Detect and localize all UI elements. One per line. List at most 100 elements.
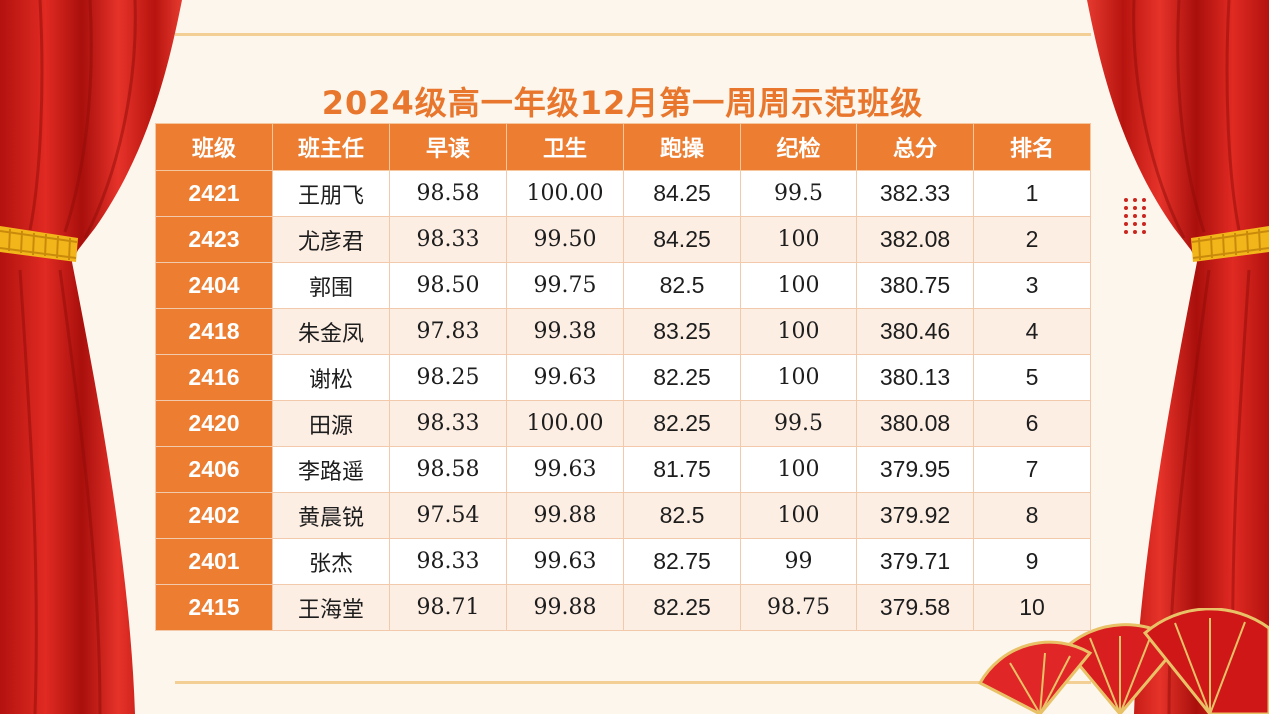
total-cell: 379.71 <box>856 538 974 585</box>
hygiene-cell: 99.63 <box>506 538 624 585</box>
column-header-hygiene: 卫生 <box>506 123 624 171</box>
hygiene-cell: 100.00 <box>506 400 624 447</box>
hygiene-cell: 99.75 <box>506 262 624 309</box>
column-header-teacher: 班主任 <box>272 123 390 171</box>
teacher-cell: 尤彦君 <box>272 216 390 263</box>
hygiene-cell: 99.63 <box>506 446 624 493</box>
discipline-cell: 100 <box>740 262 857 309</box>
class-cell: 2421 <box>155 170 273 217</box>
folding-fans-decoration <box>977 608 1269 714</box>
running-cell: 81.75 <box>623 446 741 493</box>
running-cell: 82.25 <box>623 584 741 631</box>
table-row: 2418 朱金凤 97.83 99.38 83.25 100 380.46 4 <box>155 308 1091 355</box>
class-cell: 2416 <box>155 354 273 401</box>
class-cell: 2420 <box>155 400 273 447</box>
total-cell: 380.13 <box>856 354 974 401</box>
column-header-morning-reading: 早读 <box>389 123 507 171</box>
running-cell: 82.75 <box>623 538 741 585</box>
table-row: 2415 王海堂 98.71 99.88 82.25 98.75 379.58 … <box>155 584 1091 631</box>
teacher-cell: 王朋飞 <box>272 170 390 217</box>
rank-cell: 9 <box>973 538 1091 585</box>
discipline-cell: 100 <box>740 354 857 401</box>
rank-cell: 6 <box>973 400 1091 447</box>
table-row: 2423 尤彦君 98.33 99.50 84.25 100 382.08 2 <box>155 216 1091 263</box>
table-row: 2420 田源 98.33 100.00 82.25 99.5 380.08 6 <box>155 400 1091 447</box>
ranking-table: 班级 班主任 早读 卫生 跑操 纪检 总分 排名 2421 王朋飞 98.58 … <box>155 123 1091 631</box>
morning-reading-cell: 97.83 <box>389 308 507 355</box>
discipline-cell: 100 <box>740 492 857 539</box>
rank-cell: 8 <box>973 492 1091 539</box>
class-cell: 2404 <box>155 262 273 309</box>
rank-cell: 10 <box>973 584 1091 631</box>
running-cell: 83.25 <box>623 308 741 355</box>
total-cell: 379.95 <box>856 446 974 493</box>
morning-reading-cell: 98.33 <box>389 400 507 447</box>
teacher-cell: 黄晨锐 <box>272 492 390 539</box>
total-cell: 382.08 <box>856 216 974 263</box>
left-curtain-decoration <box>0 0 182 714</box>
column-header-discipline: 纪检 <box>740 123 857 171</box>
morning-reading-cell: 97.54 <box>389 492 507 539</box>
top-frame-line <box>175 33 1091 36</box>
rank-cell: 2 <box>973 216 1091 263</box>
teacher-cell: 王海堂 <box>272 584 390 631</box>
dot-grid-decoration <box>1124 198 1147 234</box>
rank-cell: 7 <box>973 446 1091 493</box>
total-cell: 379.58 <box>856 584 974 631</box>
discipline-cell: 100 <box>740 216 857 263</box>
hygiene-cell: 99.88 <box>506 492 624 539</box>
rank-cell: 5 <box>973 354 1091 401</box>
hygiene-cell: 99.88 <box>506 584 624 631</box>
discipline-cell: 100 <box>740 308 857 355</box>
class-cell: 2415 <box>155 584 273 631</box>
running-cell: 82.25 <box>623 400 741 447</box>
table-row: 2416 谢松 98.25 99.63 82.25 100 380.13 5 <box>155 354 1091 401</box>
running-cell: 84.25 <box>623 170 741 217</box>
morning-reading-cell: 98.50 <box>389 262 507 309</box>
hygiene-cell: 99.38 <box>506 308 624 355</box>
class-cell: 2418 <box>155 308 273 355</box>
page-title: 2024级高一年级12月第一周周示范班级 <box>321 84 924 122</box>
class-cell: 2423 <box>155 216 273 263</box>
right-curtain-decoration <box>1087 0 1269 714</box>
total-cell: 380.75 <box>856 262 974 309</box>
table-row: 2404 郭围 98.50 99.75 82.5 100 380.75 3 <box>155 262 1091 309</box>
total-cell: 380.46 <box>856 308 974 355</box>
table-row: 2406 李路遥 98.58 99.63 81.75 100 379.95 7 <box>155 446 1091 493</box>
morning-reading-cell: 98.33 <box>389 216 507 263</box>
morning-reading-cell: 98.58 <box>389 446 507 493</box>
table-row: 2421 王朋飞 98.58 100.00 84.25 99.5 382.33 … <box>155 170 1091 217</box>
morning-reading-cell: 98.25 <box>389 354 507 401</box>
discipline-cell: 99 <box>740 538 857 585</box>
rank-cell: 4 <box>973 308 1091 355</box>
morning-reading-cell: 98.58 <box>389 170 507 217</box>
total-cell: 382.33 <box>856 170 974 217</box>
running-cell: 84.25 <box>623 216 741 263</box>
teacher-cell: 朱金凤 <box>272 308 390 355</box>
column-header-running: 跑操 <box>623 123 741 171</box>
morning-reading-cell: 98.33 <box>389 538 507 585</box>
total-cell: 380.08 <box>856 400 974 447</box>
column-header-class: 班级 <box>155 123 273 171</box>
hygiene-cell: 99.63 <box>506 354 624 401</box>
discipline-cell: 98.75 <box>740 584 857 631</box>
teacher-cell: 李路遥 <box>272 446 390 493</box>
teacher-cell: 田源 <box>272 400 390 447</box>
class-cell: 2402 <box>155 492 273 539</box>
class-cell: 2401 <box>155 538 273 585</box>
bottom-frame-line <box>175 681 1091 684</box>
total-cell: 379.92 <box>856 492 974 539</box>
hygiene-cell: 100.00 <box>506 170 624 217</box>
table-header-row: 班级 班主任 早读 卫生 跑操 纪检 总分 排名 <box>155 123 1091 171</box>
column-header-rank: 排名 <box>973 123 1091 171</box>
running-cell: 82.5 <box>623 262 741 309</box>
teacher-cell: 张杰 <box>272 538 390 585</box>
discipline-cell: 99.5 <box>740 400 857 447</box>
table-row: 2402 黄晨锐 97.54 99.88 82.5 100 379.92 8 <box>155 492 1091 539</box>
running-cell: 82.25 <box>623 354 741 401</box>
running-cell: 82.5 <box>623 492 741 539</box>
teacher-cell: 郭围 <box>272 262 390 309</box>
table-row: 2401 张杰 98.33 99.63 82.75 99 379.71 9 <box>155 538 1091 585</box>
class-cell: 2406 <box>155 446 273 493</box>
